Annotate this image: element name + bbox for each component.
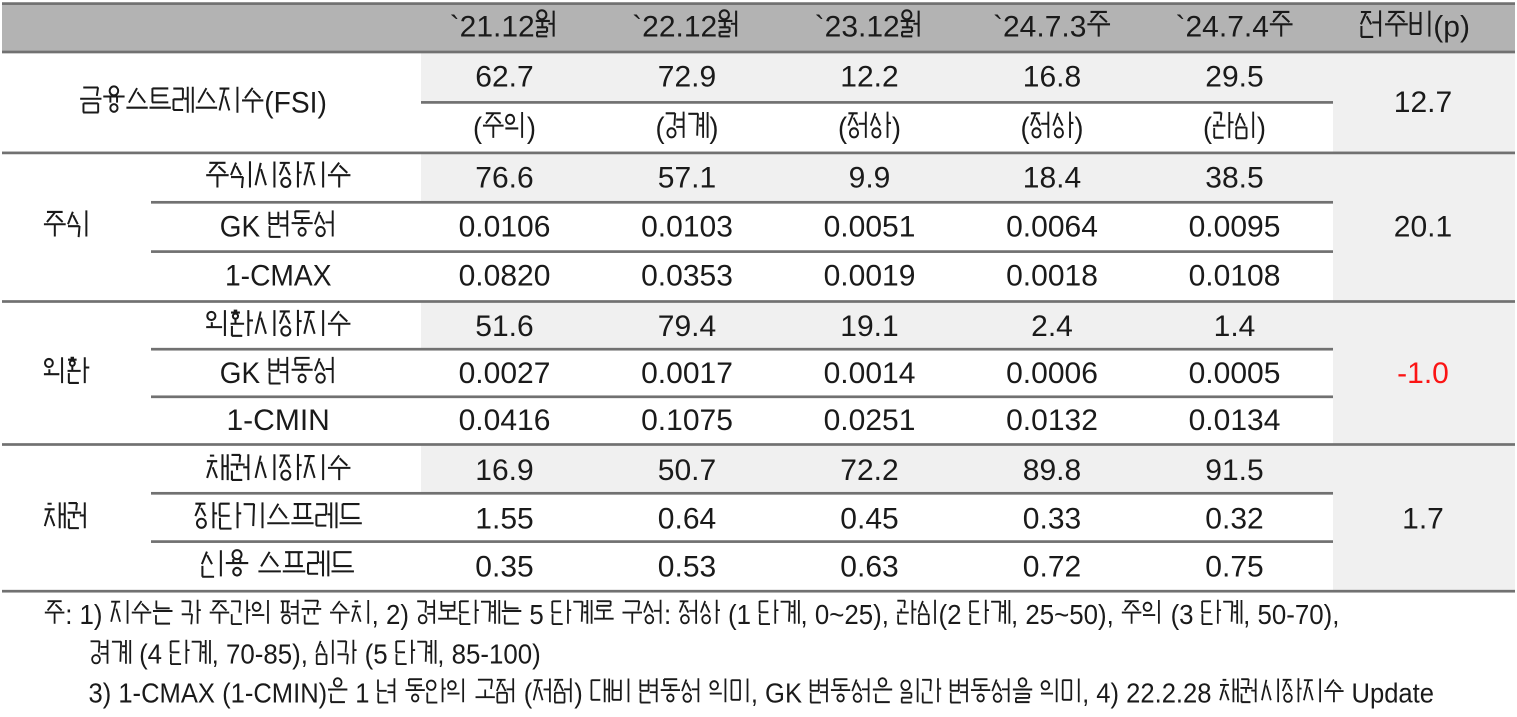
svg-text:0.0108: 0.0108 (1189, 260, 1281, 293)
svg-text:91.5: 91.5 (1205, 454, 1263, 487)
svg-text:(: ( (656, 112, 666, 145)
svg-text:20.1: 20.1 (1394, 211, 1452, 244)
svg-text:): ) (527, 112, 536, 145)
svg-text:, 0~25),: , 0~25), (801, 599, 889, 630)
svg-text:): ) (892, 112, 901, 145)
svg-text:3) 1-CMAX (1-CMIN): 3) 1-CMAX (1-CMIN) (89, 677, 328, 708)
svg-text:(p): (p) (1433, 11, 1470, 44)
svg-text:0.75: 0.75 (1205, 550, 1263, 583)
svg-text:1-CMAX: 1-CMAX (225, 260, 332, 293)
svg-text:0.0005: 0.0005 (1189, 357, 1281, 390)
svg-text:57.1: 57.1 (658, 161, 716, 194)
svg-text:0.35: 0.35 (475, 550, 533, 583)
svg-text:: 1): : 1) (65, 599, 102, 630)
svg-text:, 85-100): , 85-100) (437, 639, 540, 670)
svg-text:(: ( (1021, 112, 1031, 145)
svg-text:0.0820: 0.0820 (459, 260, 551, 293)
svg-text:(: ( (1203, 112, 1213, 145)
svg-text:0.0134: 0.0134 (1189, 404, 1281, 437)
svg-text:18.4: 18.4 (1023, 161, 1081, 194)
svg-text:0.0103: 0.0103 (641, 211, 733, 244)
svg-text:0.0018: 0.0018 (1006, 260, 1098, 293)
svg-text:, GK: , GK (751, 677, 802, 708)
svg-text:19.1: 19.1 (840, 310, 898, 343)
svg-text:-1.0: -1.0 (1397, 357, 1449, 390)
svg-text:1.4: 1.4 (1214, 310, 1256, 343)
svg-text:89.8: 89.8 (1023, 454, 1081, 487)
svg-text:2.4: 2.4 (1031, 310, 1073, 343)
svg-text:16.8: 16.8 (1023, 61, 1081, 94)
svg-text:9.9: 9.9 (849, 161, 891, 194)
svg-text:0.0014: 0.0014 (824, 357, 916, 390)
svg-text::: : (664, 599, 671, 630)
svg-text:62.7: 62.7 (475, 61, 533, 94)
svg-text:1: 1 (355, 677, 369, 708)
svg-text:1-CMIN: 1-CMIN (227, 404, 330, 437)
svg-text:5: 5 (529, 599, 543, 630)
svg-text:50.7: 50.7 (658, 454, 716, 487)
svg-text:0.33: 0.33 (1023, 502, 1081, 535)
svg-text:1.7: 1.7 (1402, 502, 1444, 535)
svg-text:0.1075: 0.1075 (641, 404, 733, 437)
svg-text:79.4: 79.4 (658, 310, 716, 343)
svg-text:(FSI): (FSI) (264, 87, 327, 120)
svg-text:(2: (2 (939, 599, 962, 630)
svg-text:1.55: 1.55 (475, 502, 533, 535)
svg-text:GK: GK (220, 357, 260, 390)
svg-text:0.45: 0.45 (840, 502, 898, 535)
svg-text:0.63: 0.63 (840, 550, 898, 583)
svg-text:(1: (1 (728, 599, 751, 630)
svg-text:0.0106: 0.0106 (459, 211, 551, 244)
svg-text:`24.7.3: `24.7.3 (993, 11, 1086, 44)
svg-text:0.0353: 0.0353 (641, 260, 733, 293)
svg-text:72.9: 72.9 (658, 61, 716, 94)
svg-text:, 70-85),: , 70-85), (212, 639, 308, 670)
svg-text:0.0064: 0.0064 (1006, 211, 1098, 244)
svg-text:(: ( (838, 112, 848, 145)
svg-text:0.0051: 0.0051 (824, 211, 916, 244)
svg-text:0.0019: 0.0019 (824, 260, 916, 293)
svg-text:51.6: 51.6 (475, 310, 533, 343)
svg-text:12.2: 12.2 (840, 61, 898, 94)
svg-text:): ) (574, 677, 583, 708)
svg-text:): ) (709, 112, 718, 145)
svg-text:0.0416: 0.0416 (459, 404, 551, 437)
svg-text:0.53: 0.53 (658, 550, 716, 583)
svg-text:38.5: 38.5 (1205, 161, 1263, 194)
svg-text:Update: Update (1352, 677, 1434, 708)
svg-text:, 25~50),: , 25~50), (1011, 599, 1114, 630)
svg-text:0.0017: 0.0017 (641, 357, 733, 390)
svg-text:, 2): , 2) (372, 599, 409, 630)
svg-text:): ) (1074, 112, 1083, 145)
svg-text:`21.12: `21.12 (450, 11, 535, 44)
svg-text:0.0027: 0.0027 (459, 357, 551, 390)
svg-text:0.0251: 0.0251 (824, 404, 916, 437)
svg-text:`22.12: `22.12 (632, 11, 717, 44)
svg-text:(3: (3 (1171, 599, 1194, 630)
svg-text:(: ( (524, 677, 533, 708)
svg-text:0.72: 0.72 (1023, 550, 1081, 583)
svg-text:GK: GK (220, 211, 260, 244)
svg-text:, 50-70),: , 50-70), (1243, 599, 1339, 630)
svg-text:0.0095: 0.0095 (1189, 211, 1281, 244)
svg-text:(: ( (473, 112, 483, 145)
svg-text:`23.12: `23.12 (815, 11, 900, 44)
svg-text:`24.7.4: `24.7.4 (1176, 11, 1269, 44)
svg-text:(5: (5 (365, 639, 388, 670)
svg-text:0.0132: 0.0132 (1006, 404, 1098, 437)
svg-text:76.6: 76.6 (475, 161, 533, 194)
svg-text:): ) (1257, 112, 1266, 145)
svg-text:0.64: 0.64 (658, 502, 716, 535)
svg-text:72.2: 72.2 (840, 454, 898, 487)
svg-text:0.32: 0.32 (1205, 502, 1263, 535)
svg-text:16.9: 16.9 (475, 454, 533, 487)
svg-text:12.7: 12.7 (1394, 86, 1452, 119)
svg-text:29.5: 29.5 (1205, 61, 1263, 94)
svg-text:0.0006: 0.0006 (1006, 357, 1098, 390)
svg-text:, 4) 22.2.28: , 4) 22.2.28 (1082, 677, 1211, 708)
svg-text:(4: (4 (139, 639, 162, 670)
